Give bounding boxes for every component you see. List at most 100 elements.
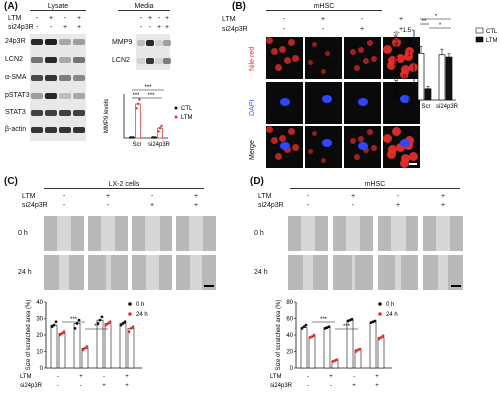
data-point bbox=[302, 325, 306, 329]
legend-label: LTM bbox=[181, 115, 193, 121]
western-band bbox=[45, 75, 57, 81]
western-band bbox=[73, 93, 85, 99]
lysate-band-label: α-SMA bbox=[5, 74, 27, 81]
time-label: 24 h bbox=[18, 268, 32, 276]
scratch-si-sign: - bbox=[106, 202, 110, 209]
y-tick-label: 0 bbox=[290, 366, 294, 372]
scratch-ltm-sign: + bbox=[193, 193, 199, 200]
y-tick-label: 0.5 bbox=[403, 75, 412, 81]
lipid-droplet bbox=[363, 58, 370, 65]
lipid-droplet bbox=[401, 154, 411, 164]
data-point bbox=[377, 337, 381, 341]
lipid-droplet bbox=[400, 70, 410, 79]
nucleus bbox=[322, 139, 332, 147]
media-si-sign: + bbox=[156, 24, 162, 31]
sig-label: *** bbox=[70, 317, 78, 323]
lipid-droplet bbox=[288, 39, 296, 47]
scratch-ltm-sign: + bbox=[440, 193, 446, 200]
lipid-droplet bbox=[392, 38, 402, 48]
row-label-ltm-d: LTM bbox=[258, 193, 272, 200]
lipid-droplet bbox=[275, 64, 283, 72]
media-si-sign: - bbox=[148, 24, 152, 31]
panel-d-title: mHSC bbox=[290, 181, 460, 189]
lipid-droplet bbox=[363, 147, 370, 154]
lipid-droplet bbox=[288, 128, 296, 136]
data-point bbox=[104, 323, 108, 327]
western-band bbox=[163, 58, 171, 64]
micrograph bbox=[266, 126, 303, 168]
western-band bbox=[73, 75, 85, 81]
row-label-si-a: si24p3R bbox=[8, 24, 34, 31]
si-sign: - bbox=[80, 383, 82, 389]
data-point bbox=[85, 345, 89, 348]
panel-b-ltm-sign: - bbox=[360, 16, 364, 23]
lysate-band-label: pSTAT3 bbox=[5, 92, 30, 99]
nucleus bbox=[280, 142, 290, 150]
y-tick-label: 80 bbox=[286, 300, 293, 306]
wound-gap bbox=[303, 255, 313, 290]
lipid-droplet bbox=[292, 144, 300, 152]
wound-gap bbox=[351, 255, 355, 290]
y-axis-label: MMP9 levels bbox=[104, 99, 110, 133]
y-tick-label: 40 bbox=[36, 300, 43, 306]
panel-b-ltm-sign: - bbox=[282, 16, 286, 23]
lysate-band-label: STAT3 bbox=[5, 109, 26, 116]
row-label-si-c: si24p3R bbox=[22, 202, 48, 209]
ltm-sign: + bbox=[329, 374, 333, 380]
scratch-image bbox=[132, 255, 172, 290]
lipid-droplet bbox=[383, 45, 393, 55]
lysate-ltm-sign: - bbox=[35, 15, 39, 22]
bar bbox=[119, 323, 127, 369]
lysate-ltm-sign: + bbox=[76, 15, 82, 22]
data-point bbox=[62, 330, 66, 334]
ltm-sign: - bbox=[353, 374, 355, 380]
bar bbox=[50, 324, 58, 369]
bar bbox=[377, 337, 385, 369]
lipid-droplet bbox=[409, 63, 419, 73]
y-tick-label: 1 bbox=[408, 51, 412, 57]
row-label-ltm: LTM bbox=[270, 374, 282, 380]
data-point bbox=[60, 331, 64, 335]
lysate-ltm-sign: - bbox=[63, 15, 67, 22]
lipid-droplet bbox=[271, 137, 279, 145]
data-point bbox=[129, 327, 133, 330]
lipid-droplet bbox=[371, 56, 378, 63]
panel-b-si-sign: + bbox=[359, 26, 365, 33]
row-label-si-b: si24p3R bbox=[222, 26, 248, 33]
y-tick-label: 0 bbox=[40, 366, 44, 372]
lipid-droplet bbox=[292, 55, 300, 63]
legend-marker bbox=[128, 302, 132, 306]
lipid-droplet bbox=[396, 143, 406, 153]
scratch-image bbox=[378, 255, 418, 290]
wound-gap bbox=[390, 216, 406, 251]
scratch-ltm-sign: + bbox=[105, 193, 111, 200]
lysate-title: Lysate bbox=[30, 3, 86, 11]
legend-marker bbox=[378, 302, 382, 306]
sig-label: * bbox=[435, 14, 438, 20]
y-tick-label: 0 bbox=[408, 98, 412, 104]
scratch-image bbox=[333, 216, 373, 251]
lipid-droplet bbox=[350, 49, 357, 56]
data-point bbox=[75, 322, 79, 325]
data-point bbox=[132, 136, 135, 139]
bar bbox=[300, 327, 308, 369]
wound-gap bbox=[301, 216, 315, 251]
si-sign: + bbox=[125, 383, 129, 389]
lysate-band-label: LCN2 bbox=[5, 56, 23, 63]
lipid-droplet bbox=[321, 158, 326, 163]
data-point bbox=[98, 318, 102, 322]
scratch-image bbox=[288, 216, 328, 251]
wound-gap bbox=[190, 255, 202, 290]
bar bbox=[73, 323, 81, 369]
lipid-droplet bbox=[275, 153, 283, 161]
data-point bbox=[373, 319, 377, 323]
si-sign: - bbox=[57, 383, 59, 389]
lipid-droplet bbox=[400, 159, 410, 168]
nucleus bbox=[280, 98, 290, 106]
wound-gap bbox=[144, 216, 160, 251]
lipid-droplet bbox=[279, 135, 287, 143]
data-point bbox=[121, 322, 125, 325]
scratch-si-sign: + bbox=[395, 202, 401, 209]
x-tick-label: Scr bbox=[422, 104, 431, 110]
scratch-ltm-sign: - bbox=[306, 193, 310, 200]
